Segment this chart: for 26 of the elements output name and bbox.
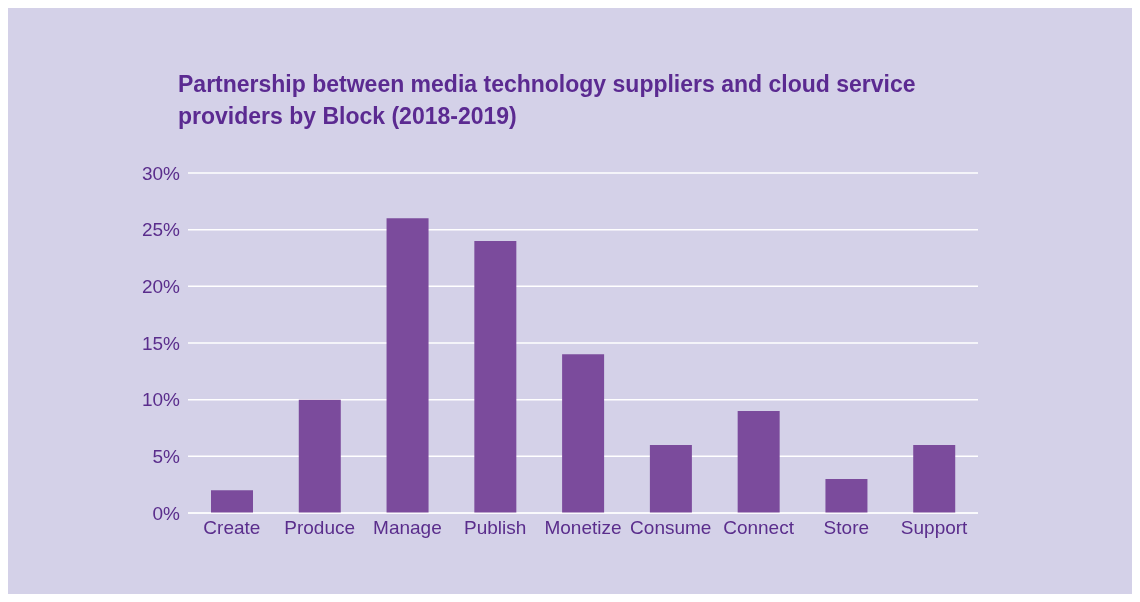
x-tick-label: Monetize <box>544 517 622 539</box>
bar <box>298 399 341 513</box>
chart-title: Partnership between media technology suppliers and cloud service providers by Block (2018-2019) <box>178 70 917 131</box>
y-tick-label: 20% <box>141 276 181 298</box>
bar <box>737 411 780 513</box>
y-tick-label: 15% <box>141 332 181 354</box>
bar <box>913 445 956 513</box>
y-tick-label: 5% <box>152 446 181 468</box>
bar <box>562 354 605 513</box>
y-tick-label: 10% <box>141 389 181 411</box>
bar <box>474 241 517 513</box>
x-tick-label: Store <box>823 517 870 539</box>
bar <box>825 479 868 513</box>
x-tick-label: Consume <box>630 517 712 539</box>
x-tick-label: Support <box>900 517 969 539</box>
y-tick-label: 0% <box>152 502 181 524</box>
x-tick-label: Produce <box>284 517 356 539</box>
x-tick-label: Connect <box>723 517 795 539</box>
bar <box>386 218 429 513</box>
bar <box>211 490 253 513</box>
x-tick-label: Publish <box>464 517 527 539</box>
bar <box>649 445 692 513</box>
y-tick-label: 30% <box>141 162 181 184</box>
x-tick-label: Create <box>203 517 261 539</box>
y-tick-label: 25% <box>141 219 181 241</box>
x-tick-label: Manage <box>373 517 442 539</box>
